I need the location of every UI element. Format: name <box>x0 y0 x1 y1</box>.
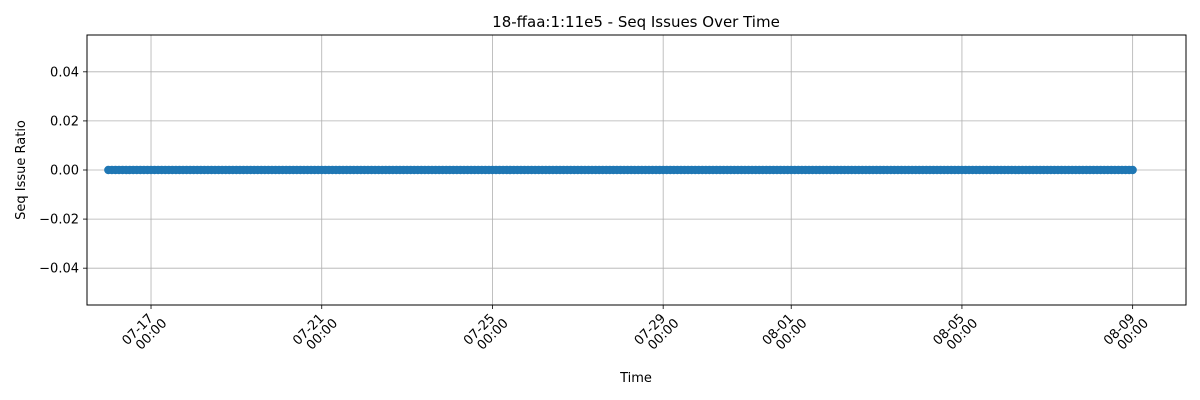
y-tick-label: 0.04 <box>50 65 79 80</box>
y-axis-title: Seq Issue Ratio <box>14 120 29 220</box>
y-tick-label: 0.02 <box>50 114 79 129</box>
y-axis-ticks: 0.04 0.02 0.00 −0.02 −0.04 <box>39 65 87 277</box>
x-axis-title: Time <box>619 371 652 386</box>
data-point <box>1128 165 1137 175</box>
data-points <box>104 165 1137 175</box>
y-tick-label: 0.00 <box>50 164 79 179</box>
chart-title: 18-ffaa:1:11e5 - Seq Issues Over Time <box>492 13 780 31</box>
y-tick-label: −0.04 <box>39 262 79 277</box>
y-tick-label: −0.02 <box>39 213 79 228</box>
